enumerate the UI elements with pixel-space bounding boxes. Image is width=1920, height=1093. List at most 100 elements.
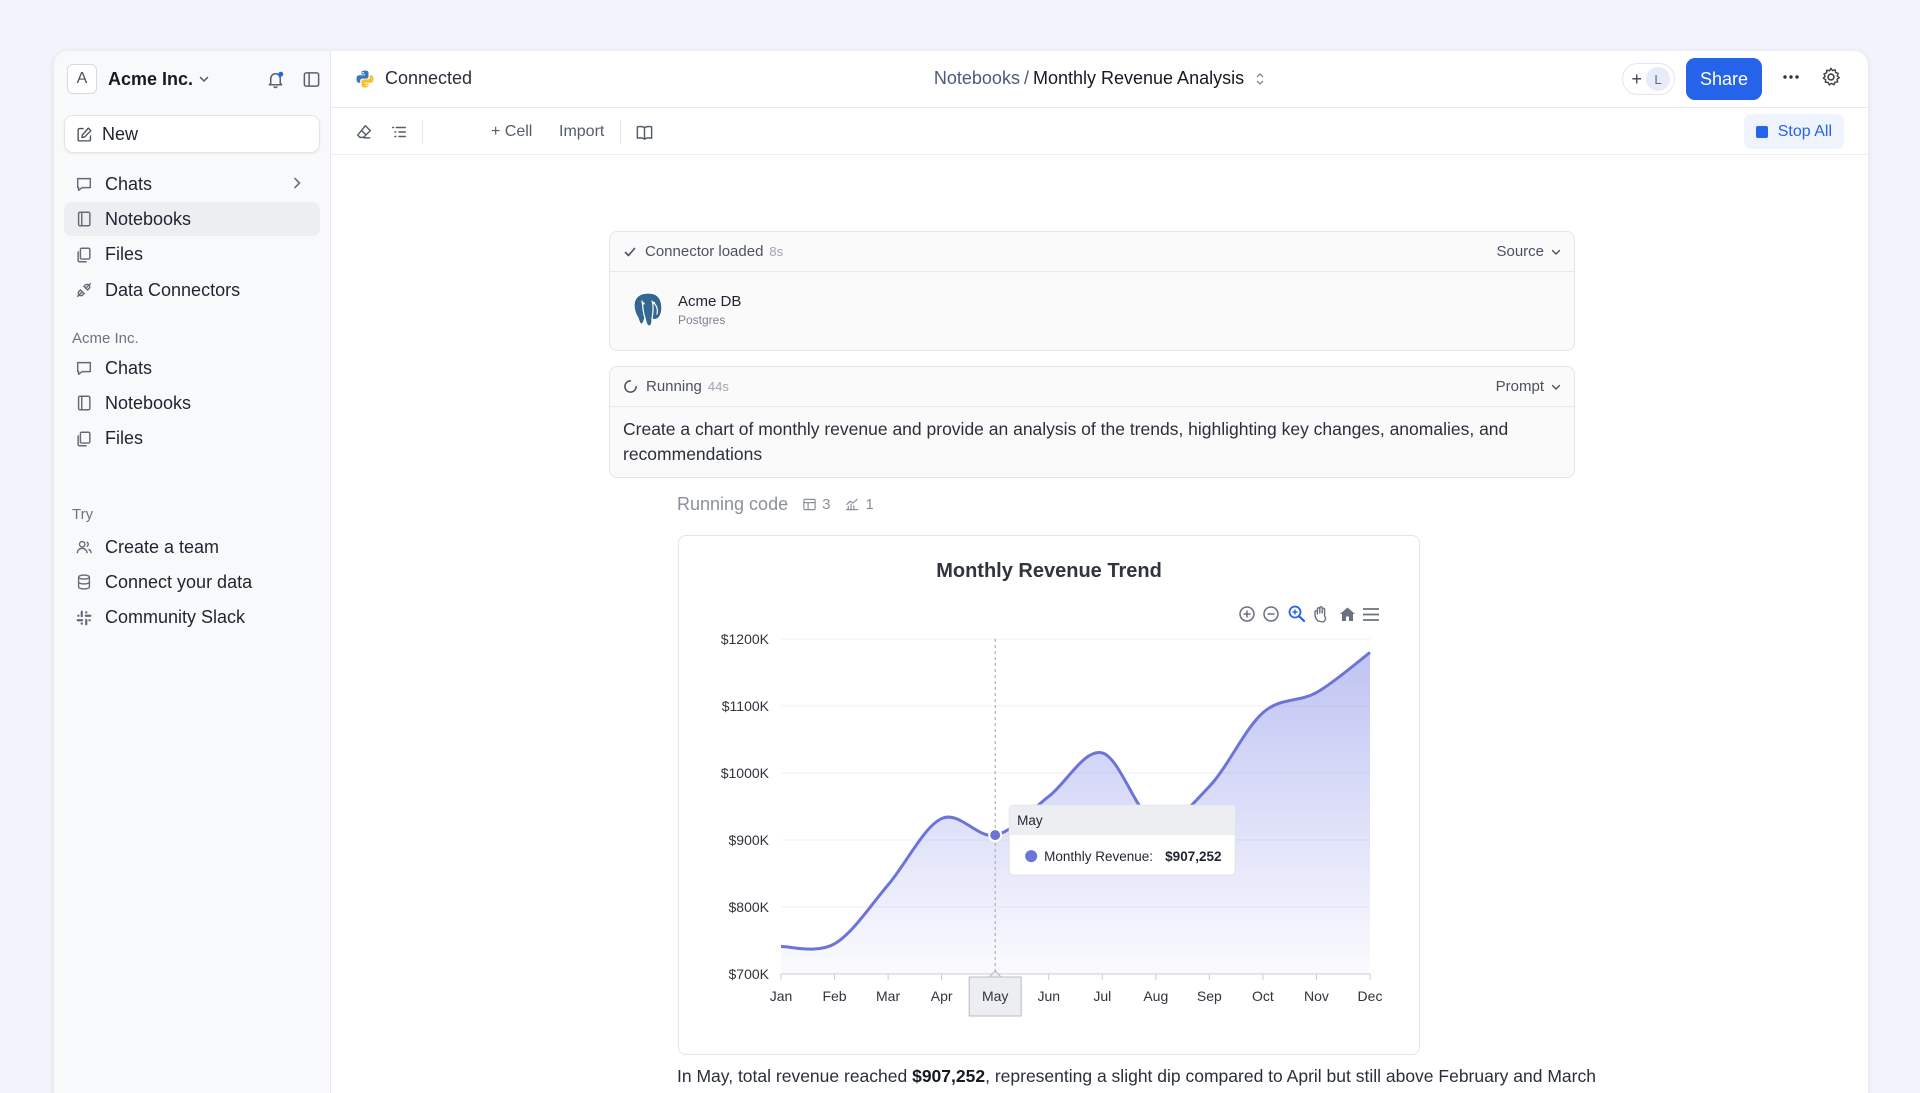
sidebar-item-connect-data[interactable]: Connect your data [64,565,320,599]
chart-toolbar [1239,605,1379,623]
import-button[interactable]: Import [559,123,605,140]
sidebar-header: A Acme Inc. [67,64,323,94]
sidebar-item-chats[interactable]: Chats [64,167,320,201]
revenue-line[interactable] [780,651,1371,951]
outline-icon[interactable] [390,120,408,144]
notebook-icon [75,394,93,412]
sidebar-item-files[interactable]: Files [64,238,320,272]
kernel-status[interactable]: Connected [355,68,472,89]
chat-icon [75,359,93,377]
tooltip-series-label: Monthly Revenue: [1044,849,1153,864]
status-label: Connected [385,68,473,88]
files-icon [75,246,93,264]
collaborators[interactable]: + L [1622,63,1675,95]
add-collaborator-button[interactable]: + [1631,68,1642,89]
connector-status: Connector loaded [645,243,764,260]
book-icon[interactable] [635,120,654,144]
charts-count[interactable]: 1 [844,496,874,513]
sidebar-item-org-files[interactable]: Files [64,422,320,456]
add-cell-button[interactable]: + Cell [491,123,533,140]
prompt-elapsed: 44s [707,379,729,394]
try-nav: Create a team Connect your data Communit… [64,530,320,636]
share-button[interactable]: Share [1685,58,1762,100]
home-icon[interactable] [1340,607,1355,622]
users-icon [75,538,93,556]
zoom-in-icon[interactable] [1239,606,1255,622]
x-tick-label: Dec [1358,988,1383,1004]
new-button[interactable]: New [64,115,320,153]
analysis-body: , representing a slight dip compared to … [985,1066,1596,1086]
running-code-label: Running code [677,494,789,514]
gear-icon[interactable] [1820,66,1844,93]
stop-all-label: Stop All [1777,122,1832,140]
avatar[interactable]: L [1645,67,1670,91]
sidebar-item-create-team[interactable]: Create a team [64,530,320,564]
check-icon [624,247,636,256]
zoom-select-icon[interactable] [1288,605,1306,623]
notifications-icon[interactable] [263,67,287,91]
pan-icon[interactable] [1314,606,1327,623]
sidebar-item-label: Community Slack [105,607,246,628]
prompt-dropdown[interactable]: Prompt [1496,378,1561,395]
top-bar: Connected Notebooks / Monthly Revenue Anal… [331,51,1868,108]
chart-icon [846,498,859,511]
sidebar-item-notebooks[interactable]: Notebooks [64,202,320,237]
eraser-icon[interactable] [355,120,373,144]
tooltip-series-dot [1025,850,1038,863]
notebook-title[interactable]: Monthly Revenue Analysis [1032,68,1245,88]
selector-icon[interactable] [1255,72,1265,86]
x-crosshair-pointer [987,970,1003,978]
x-tick-label: Mar [876,988,900,1004]
chevron-down-icon [1551,384,1561,390]
sidebar-item-label: Chats [105,173,153,194]
x-tick-label: Sep [1197,988,1222,1004]
sidebar-toggle-icon[interactable] [299,67,323,91]
sidebar-item-label: Data Connectors [105,279,241,300]
notebook-icon [75,210,93,228]
data-point-marker[interactable] [988,828,1003,843]
prompt-dropdown-label: Prompt [1495,378,1544,395]
breadcrumb-parent[interactable]: Notebooks [933,68,1020,88]
more-icon[interactable] [1780,66,1804,93]
chevron-right-icon[interactable] [290,174,308,195]
source-dropdown[interactable]: Source [1496,243,1561,260]
slack-icon [75,609,93,627]
x-tick-label: Jun [1037,988,1060,1004]
y-tick-label: $700K [729,966,770,982]
sidebar-item-org-chats[interactable]: Chats [64,351,320,385]
sidebar-item-label: Create a team [105,536,220,557]
sidebar-item-community-slack[interactable]: Community Slack [64,601,320,635]
y-tick-label: $1100K [722,698,770,714]
org-switcher[interactable]: Acme Inc. [108,68,194,89]
connector-cell-header: Connector loaded 8s Source [610,232,1574,272]
org-avatar[interactable]: A [67,64,97,94]
sidebar-item-org-notebooks[interactable]: Notebooks [64,386,320,420]
analysis-text: In May, total revenue reached $907,252, … [677,1063,1617,1093]
x-tick-label: May [982,988,1008,1004]
breadcrumb-separator: / [1023,68,1029,88]
chevron-down-icon[interactable] [199,74,209,84]
menu-icon[interactable] [1363,608,1379,621]
sidebar-item-label: Notebooks [105,392,192,413]
tooltip-title: May [1017,813,1043,828]
x-tick-label: Feb [822,988,846,1004]
try-section-label: Try [72,506,94,523]
y-tick-label: $1000K [721,765,770,781]
sidebar-item-data-connectors[interactable]: Data Connectors [64,273,320,307]
new-button-label: New [102,123,139,144]
org-section-label: Acme Inc. [72,330,139,347]
notebook-content: Connector loaded 8s Source Acme DB Postg… [331,155,1868,1093]
database-icon [75,573,93,591]
edit-icon [77,126,92,142]
main-nav: Chats Notebooks Files Data Connectors [64,167,320,309]
app-window: A Acme Inc. New Chats Notebooks [54,51,1868,1093]
topbar-actions: + L Share [1622,58,1868,100]
tables-count[interactable]: 3 [802,496,830,513]
sidebar-item-label: Files [105,428,144,449]
zoom-out-icon[interactable] [1263,606,1279,622]
connector-name: Acme DB [678,293,742,310]
stop-all-button[interactable]: Stop All [1743,114,1844,149]
x-tick-label: Jan [770,988,793,1004]
x-tick-label: Apr [931,988,953,1004]
